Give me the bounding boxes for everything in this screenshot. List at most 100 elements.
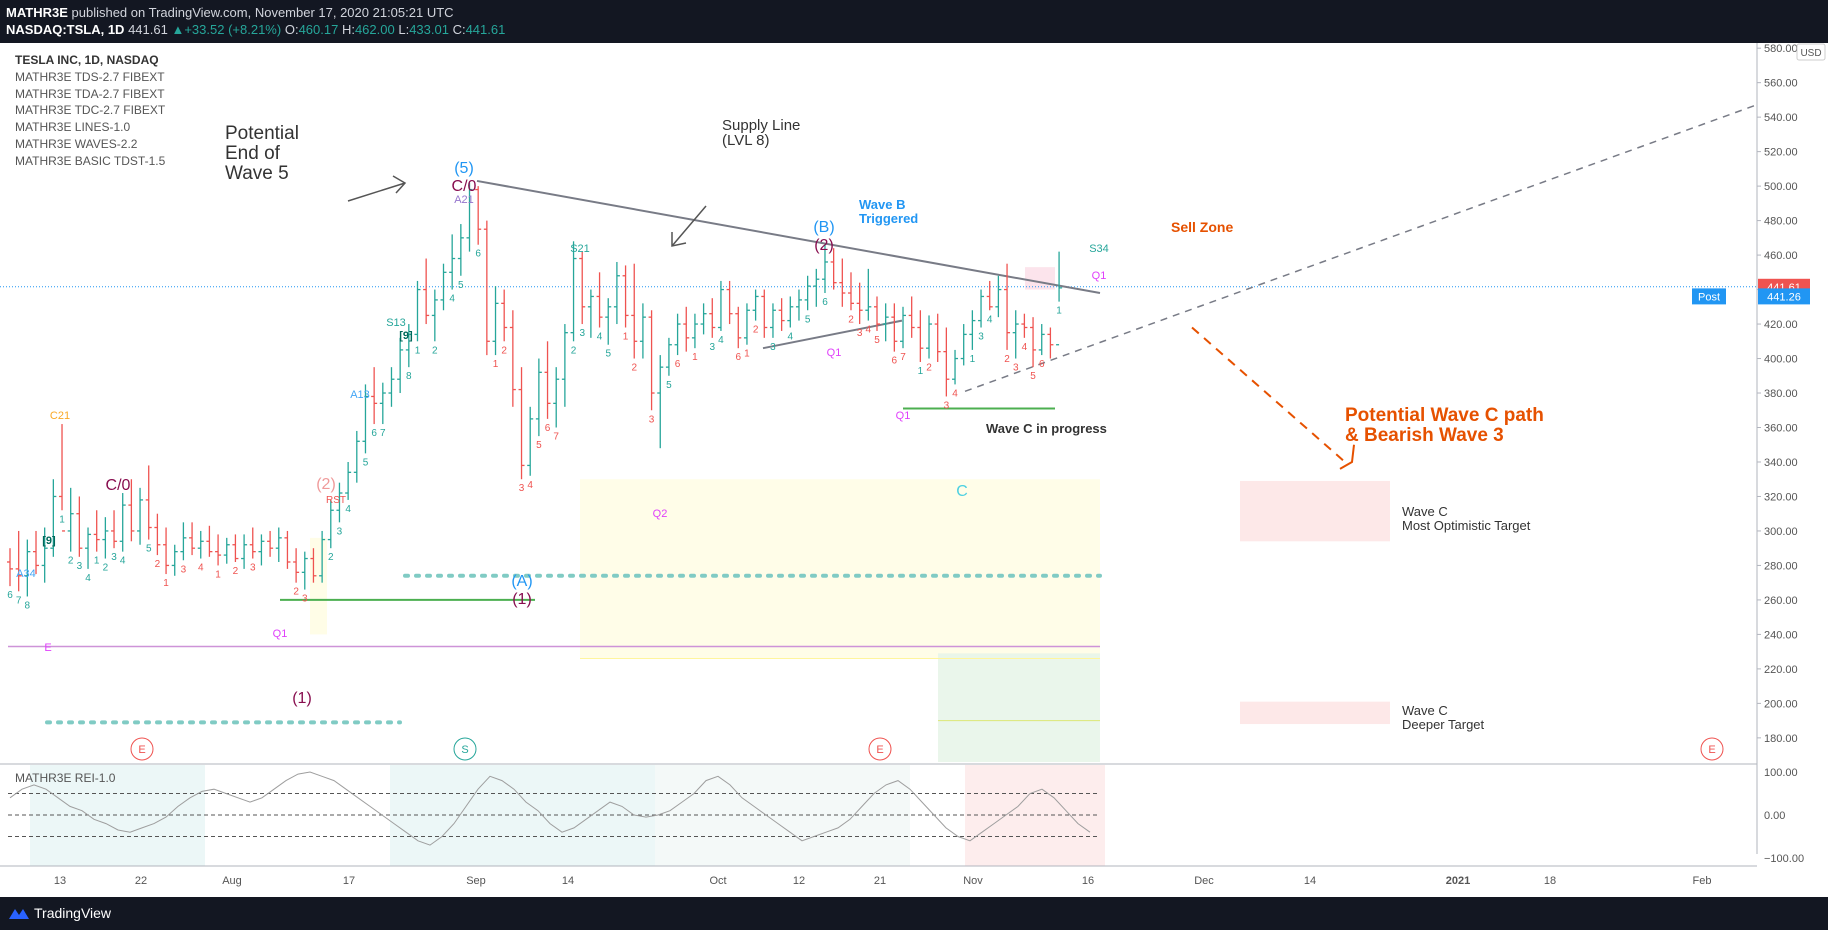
setup-count-label: 3	[978, 331, 984, 342]
brand-name[interactable]: TradingView	[34, 905, 112, 921]
setup-count-label: 5	[146, 544, 152, 555]
setup-count-label: 4	[952, 388, 958, 399]
time-axis-label: 18	[1544, 875, 1556, 887]
setup-count-label: 3	[181, 564, 187, 575]
sell-zone-label: Sell Zone	[1171, 219, 1234, 235]
price-axis-label: 380.00	[1764, 388, 1798, 400]
wave-c0-left-label: C/0	[106, 477, 131, 494]
a13-label: A13	[350, 389, 370, 401]
setup-count-label: 3	[1013, 363, 1019, 374]
q1-label: Q1	[1092, 270, 1107, 282]
setup-count-label: 1	[744, 349, 750, 360]
setup-count-label: 3	[579, 328, 585, 339]
setup-count-label: 3	[770, 342, 776, 353]
legend-item[interactable]: MATHR3E BASIC TDST-1.5	[15, 153, 166, 168]
setup-count-label: 8	[25, 600, 31, 611]
legend-item[interactable]: MATHR3E TDC-2.7 FIBEXT	[15, 103, 166, 118]
price-axis-label: 480.00	[1764, 216, 1798, 228]
legend-item[interactable]: MATHR3E TDA-2.7 FIBEXT	[15, 86, 165, 101]
setup-count-label: 4	[1022, 342, 1028, 353]
target-zone-green	[938, 653, 1100, 762]
legend-item[interactable]: TESLA INC, 1D, NASDAQ	[15, 53, 159, 67]
setup-count-label: 4	[198, 563, 204, 574]
price-axis-label: 340.00	[1764, 457, 1798, 469]
symbol-title: NASDAQ:TSLA, 1D	[6, 22, 125, 37]
setup-count-label: 7	[900, 352, 906, 363]
setup-count-label: 2	[1004, 354, 1010, 365]
s34-label: S34	[1089, 243, 1109, 255]
time-axis-label: 2021	[1446, 875, 1470, 887]
legend-item[interactable]: MATHR3E TDS-2.7 FIBEXT	[15, 69, 165, 84]
price-axis-label: 420.00	[1764, 319, 1798, 331]
a21-label: A21	[454, 194, 474, 206]
arrow-annotation	[671, 205, 707, 247]
time-axis-label: Oct	[709, 875, 726, 887]
setup-count-label: 3	[111, 552, 117, 563]
sell-zone-box	[1025, 267, 1055, 290]
setup-count-label: 2	[103, 563, 109, 574]
time-axis-label: 13	[54, 875, 66, 887]
wave-2-label: (2)	[316, 476, 336, 493]
event-marker-label: E	[1708, 744, 1715, 756]
footer-bar: TradingView	[0, 897, 1828, 930]
setup-count-label: 4	[120, 556, 126, 567]
setup-count-label: 2	[328, 552, 334, 563]
a34-label: A34	[16, 568, 36, 580]
price-axis-label: 520.00	[1764, 147, 1798, 159]
note-line: Supply Line	[722, 117, 801, 134]
setup-count-label: 4	[597, 331, 603, 342]
time-axis-label: Dec	[1194, 875, 1214, 887]
deeper-target-box	[1240, 701, 1390, 725]
setup-count-label: 2	[432, 345, 438, 356]
setup-count-label: 6	[1039, 359, 1045, 370]
setup-nine-label: [9]	[399, 330, 413, 342]
setup-count-label: 1	[623, 331, 629, 342]
low-value: 433.01	[409, 22, 449, 37]
time-axis-label: Feb	[1693, 875, 1712, 887]
setup-count-label: 1	[163, 578, 169, 589]
last-price: 441.61	[128, 22, 168, 37]
wave-a-label: (A)	[511, 573, 532, 590]
publisher-name[interactable]: MATHR3E	[6, 5, 68, 20]
time-axis-label: 12	[793, 875, 805, 887]
event-marker-icon[interactable]	[453, 737, 477, 761]
setup-count-label: 5	[536, 440, 542, 451]
tradingview-logo-icon[interactable]	[8, 906, 30, 920]
optimistic-target-box	[1240, 480, 1390, 542]
legend-item[interactable]: MATHR3E LINES-1.0	[15, 120, 131, 135]
note-line: Wave B	[859, 197, 906, 212]
wave-c0-label: C/0	[452, 178, 477, 195]
s21-label: S21	[570, 243, 590, 255]
time-axis-label: 16	[1082, 875, 1094, 887]
price-axis-label: 280.00	[1764, 560, 1798, 572]
osc-axis-label: 100.00	[1764, 767, 1798, 779]
price-axis-label: 300.00	[1764, 526, 1798, 538]
event-marker-label: S	[461, 744, 468, 756]
time-axis-label: Sep	[466, 875, 486, 887]
price-axis-label: 240.00	[1764, 629, 1798, 641]
currency-badge[interactable]	[1796, 43, 1826, 61]
price-axis-label: 580.00	[1764, 43, 1798, 55]
setup-count-label: 5	[666, 380, 672, 391]
legend-item[interactable]: MATHR3E WAVES-2.2	[15, 136, 138, 151]
note-line: Deeper Target	[1402, 717, 1485, 732]
wave-c-progress-label: Wave C in progress	[986, 421, 1107, 436]
event-marker-icon[interactable]	[1700, 737, 1724, 761]
change-arrow-icon: ▲	[171, 22, 185, 37]
supply-trend-line	[476, 179, 1101, 294]
setup-count-label: 6	[822, 297, 828, 308]
note-line: Potential Wave C path	[1345, 405, 1544, 426]
setup-count-label: 3	[302, 594, 308, 605]
setup-count-label: 2	[293, 587, 299, 598]
setup-count-label: 2	[848, 314, 854, 325]
setup-count-label: 2	[233, 566, 239, 577]
event-marker-icon[interactable]	[868, 737, 892, 761]
event-marker-icon[interactable]	[130, 737, 154, 761]
setup-count-label: 6	[892, 356, 898, 367]
setup-count-label: 4	[788, 331, 794, 342]
setup-count-label: 1	[970, 354, 976, 365]
setup-count-label: 1	[692, 352, 698, 363]
setup-count-label: 5	[605, 349, 611, 360]
time-axis-label: Nov	[963, 875, 983, 887]
